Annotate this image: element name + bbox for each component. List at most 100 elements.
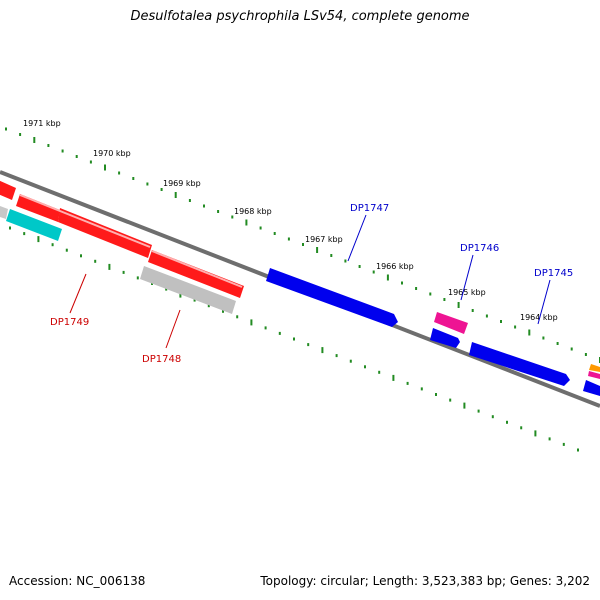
- gene-label-dp1746[interactable]: DP1746: [460, 243, 499, 254]
- inner-tick: [236, 315, 239, 319]
- gene-cyan[interactable]: [6, 209, 62, 241]
- gene-red-2[interactable]: [16, 194, 60, 222]
- outer-tick-track: [5, 127, 600, 363]
- gene-label-dp1748[interactable]: DP1748: [142, 354, 181, 365]
- leader-dp1748: [165, 309, 181, 349]
- outer-tick: [19, 133, 22, 136]
- outer-tick: [273, 232, 276, 235]
- outer-tick: [89, 160, 92, 164]
- inner-tick: [136, 276, 139, 280]
- inner-tick: [520, 426, 523, 430]
- scale-label-1971: 1971 kbp: [23, 119, 61, 128]
- inner-tick: [250, 319, 253, 326]
- inner-tick: [222, 309, 224, 313]
- leader-dp1747: [347, 214, 367, 262]
- gene-pink-edge[interactable]: [588, 371, 600, 379]
- inner-tick: [477, 409, 480, 413]
- gene-red-4[interactable]: [148, 250, 244, 298]
- inner-tick: [65, 248, 68, 252]
- inner-tick: [321, 347, 324, 354]
- outer-tick: [542, 336, 545, 340]
- gene-grey-left[interactable]: [0, 206, 8, 219]
- leader-dp1745: [537, 279, 551, 325]
- outer-tick: [118, 171, 121, 175]
- inner-tick: [406, 381, 409, 385]
- inner-tick: [577, 448, 579, 452]
- outer-tick: [358, 265, 361, 268]
- scale-label-1965: 1965 kbp: [448, 288, 486, 297]
- outer-tick: [415, 287, 418, 290]
- outer-tick: [500, 320, 502, 323]
- gene-dp1747[interactable]: [266, 268, 398, 327]
- inner-tick: [80, 254, 82, 258]
- gene-dp1746[interactable]: [430, 328, 460, 348]
- inner-tick: [506, 420, 508, 424]
- inner-tick: [491, 415, 494, 419]
- gene-dp1745[interactable]: [469, 342, 570, 386]
- leader-dp1749: [69, 273, 87, 314]
- inner-tick: [51, 243, 54, 247]
- outer-tick: [231, 215, 234, 219]
- outer-tick: [344, 259, 347, 263]
- gene-dp1748[interactable]: [140, 266, 236, 314]
- outer-tick: [259, 226, 262, 230]
- gene-highlight-1: [19, 194, 151, 248]
- outer-tick: [330, 254, 333, 257]
- inner-tick: [207, 304, 210, 308]
- inner-tick: [264, 326, 267, 330]
- gene-label-dp1749[interactable]: DP1749: [50, 317, 89, 328]
- outer-tick: [132, 177, 135, 180]
- outer-tick: [457, 302, 460, 308]
- scale-label-1970: 1970 kbp: [93, 149, 131, 158]
- summary-text: Topology: circular; Length: 3,523,383 bp…: [260, 574, 590, 588]
- inner-tick: [307, 343, 310, 347]
- inner-tick: [420, 387, 423, 391]
- outer-tick: [443, 298, 446, 301]
- outer-tick: [485, 314, 488, 318]
- outer-tick: [174, 192, 177, 198]
- inner-tick: [349, 359, 352, 363]
- gene-label-dp1747[interactable]: DP1747: [350, 203, 389, 214]
- outer-tick: [429, 292, 432, 296]
- gene-red-1[interactable]: [0, 180, 16, 200]
- inner-tick-track: [9, 226, 579, 452]
- inner-tick: [378, 370, 381, 374]
- outer-tick: [33, 137, 36, 143]
- outer-tick: [47, 144, 50, 147]
- outer-tick: [401, 281, 403, 285]
- outer-tick: [471, 309, 474, 312]
- inner-tick: [9, 226, 11, 230]
- gene-label-dp1745[interactable]: DP1745: [534, 268, 573, 279]
- outer-tick: [570, 347, 573, 351]
- outer-tick: [104, 164, 106, 171]
- outer-tick: [217, 210, 220, 213]
- gene-pink[interactable]: [434, 312, 468, 334]
- gene-orange-edge[interactable]: [589, 364, 600, 372]
- outer-tick: [514, 325, 517, 329]
- gene-blue-edge[interactable]: [583, 380, 600, 396]
- inner-tick: [463, 402, 466, 409]
- outer-tick: [5, 127, 7, 131]
- outer-tick: [302, 243, 304, 246]
- inner-tick: [335, 354, 338, 358]
- inner-tick: [108, 263, 111, 270]
- outer-tick: [160, 188, 163, 191]
- inner-tick: [534, 430, 537, 437]
- inner-tick: [122, 270, 125, 274]
- map-title: Desulfotalea psychrophila LSv54, complet…: [130, 9, 470, 24]
- inner-tick: [165, 287, 168, 291]
- outer-tick: [372, 270, 375, 274]
- inner-tick: [435, 393, 437, 396]
- scale-label-1966: 1966 kbp: [376, 262, 414, 271]
- inner-tick: [37, 236, 40, 243]
- inner-tick: [94, 259, 97, 263]
- inner-tick: [562, 442, 565, 446]
- inner-tick: [449, 398, 452, 402]
- inner-tick: [193, 298, 196, 302]
- outer-tick: [287, 237, 290, 241]
- inner-tick: [364, 365, 366, 369]
- accession-text: Accession: NC_006138: [9, 574, 146, 588]
- inner-tick: [548, 437, 551, 441]
- outer-tick: [188, 199, 191, 202]
